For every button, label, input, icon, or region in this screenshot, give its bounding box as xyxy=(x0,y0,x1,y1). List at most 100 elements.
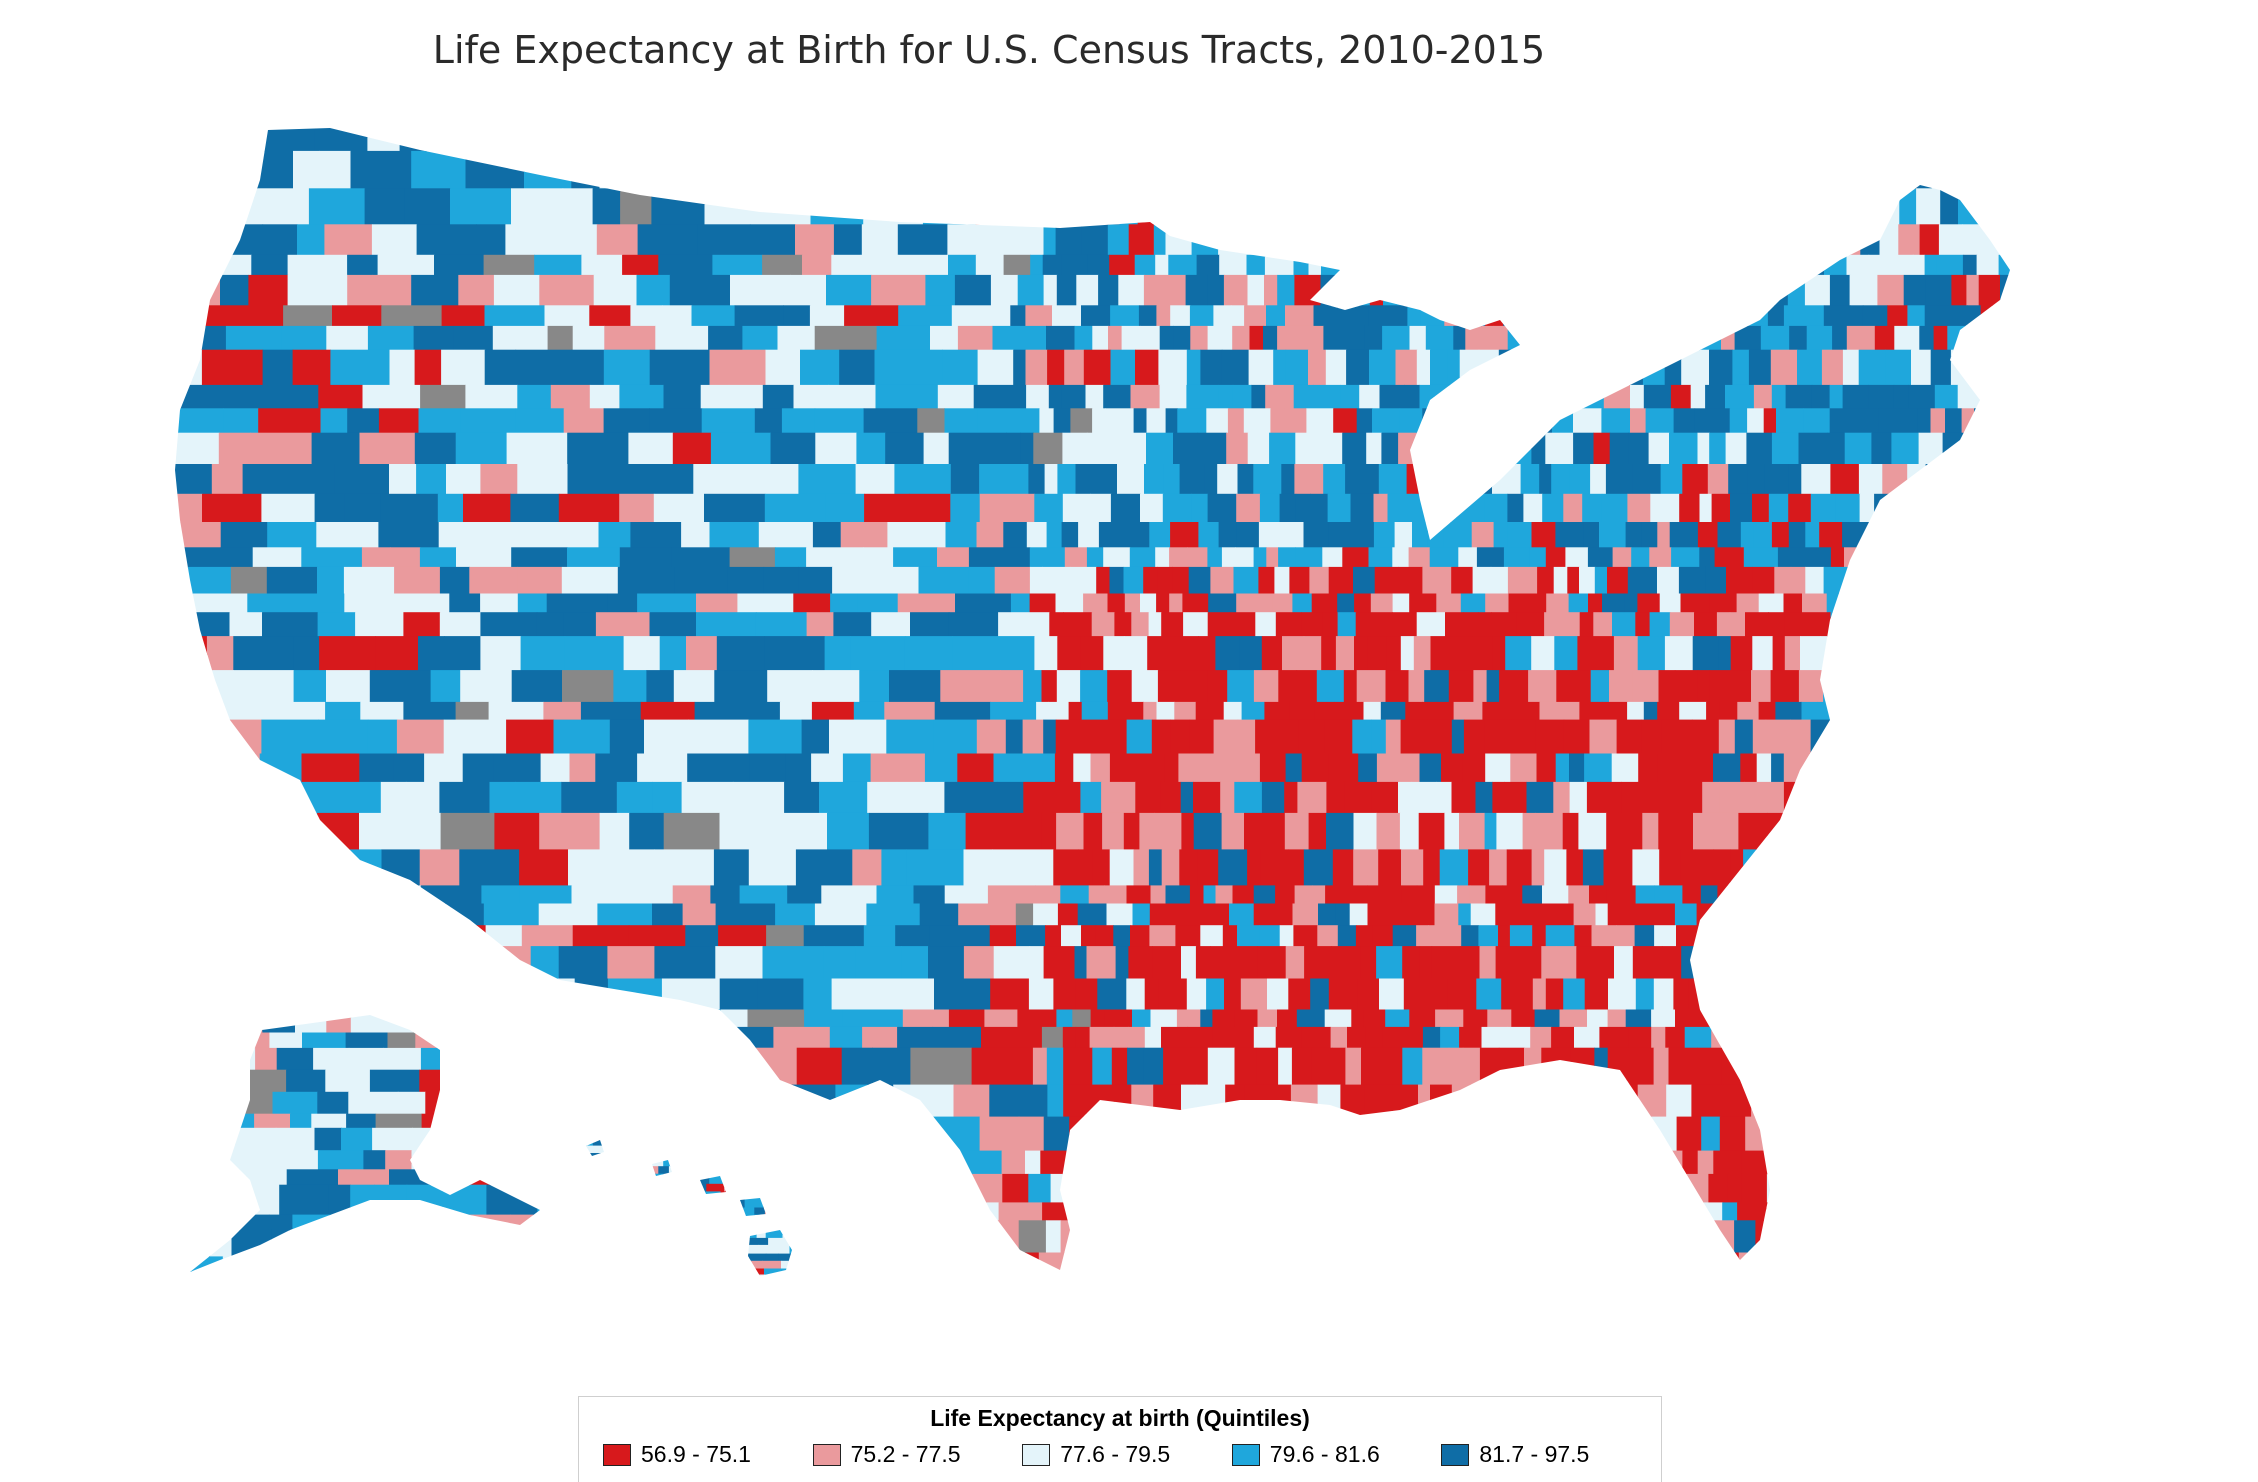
us-tract xyxy=(1109,849,1135,886)
hawaii-tract xyxy=(700,1253,713,1262)
us-tract xyxy=(1636,274,1649,306)
us-tract xyxy=(1566,384,1583,409)
us-tract xyxy=(1168,254,1198,276)
hawaii-tract xyxy=(714,1196,728,1209)
us-tract xyxy=(450,978,488,1010)
us-tract xyxy=(1648,432,1670,465)
alaska-tract xyxy=(463,1047,510,1071)
us-tract xyxy=(893,547,938,568)
us-tract xyxy=(1160,781,1182,814)
us-tract xyxy=(1102,150,1129,189)
us-tract xyxy=(1997,719,2010,755)
hawaii-tract xyxy=(791,1158,792,1167)
us-tract xyxy=(1627,701,1645,721)
us-tract xyxy=(1588,593,1603,613)
us-tract xyxy=(1984,547,2007,568)
us-tract xyxy=(1223,1202,1249,1221)
us-tract xyxy=(321,978,375,1010)
us-tract xyxy=(1493,325,1509,351)
us-tract xyxy=(1463,1009,1488,1028)
us-tract xyxy=(202,493,262,523)
us-tract xyxy=(1807,903,1835,926)
us-tract xyxy=(411,274,459,306)
us-tract xyxy=(1156,701,1175,721)
us-tract xyxy=(1966,885,1984,905)
us-tract xyxy=(864,493,910,523)
us-tract xyxy=(1739,1026,1753,1049)
us-tract xyxy=(1285,305,1315,327)
us-tract xyxy=(1475,464,1493,495)
us-tract xyxy=(728,384,764,409)
us-tract xyxy=(1525,254,1555,276)
us-tract xyxy=(1593,612,1613,637)
legend-label: 56.9 - 75.1 xyxy=(641,1441,751,1467)
us-tract xyxy=(262,224,298,256)
us-tract xyxy=(1925,274,1952,306)
hawaii-tract xyxy=(591,1196,602,1209)
us-tract xyxy=(1035,885,1061,905)
us-tract xyxy=(1634,925,1655,947)
us-tract xyxy=(1664,636,1694,671)
us-tract xyxy=(924,753,958,783)
us-tract xyxy=(1317,1220,1334,1254)
us-tract xyxy=(1544,612,1560,637)
us-tract xyxy=(1468,849,1490,886)
us-tract xyxy=(1039,408,1055,434)
us-tract xyxy=(1047,1084,1064,1118)
us-tract xyxy=(1836,753,1858,783)
us-tract xyxy=(616,781,653,814)
hawaii-tract xyxy=(609,1244,628,1255)
us-tract xyxy=(1705,384,1726,409)
us-tract xyxy=(793,593,831,613)
us-tract xyxy=(1354,593,1372,613)
us-tract xyxy=(917,408,946,434)
us-tract xyxy=(1428,925,1444,947)
us-tract xyxy=(1010,305,1026,327)
us-tract xyxy=(572,325,605,351)
us-tract xyxy=(1732,349,1750,386)
us-tract xyxy=(1933,1084,1958,1118)
hawaii-tract xyxy=(765,1191,774,1197)
us-tract xyxy=(1038,1252,1067,1270)
us-tract xyxy=(1743,305,1769,327)
hawaii-tract xyxy=(750,1268,765,1276)
us-tract xyxy=(818,1116,872,1152)
us-tract xyxy=(1459,946,1481,980)
us-tract xyxy=(281,325,327,351)
legend-label: 77.6 - 79.5 xyxy=(1060,1441,1171,1467)
us-tract xyxy=(1380,1252,1395,1270)
us-tract xyxy=(1337,612,1357,637)
us-tract xyxy=(1810,188,1831,225)
us-tract xyxy=(1444,812,1460,850)
us-tract xyxy=(1629,1173,1656,1203)
us-tract xyxy=(646,670,675,703)
us-tract xyxy=(1427,719,1453,755)
us-tract xyxy=(1290,1084,1319,1118)
us-tract xyxy=(1652,188,1676,225)
legend-title: Life Expectancy at birth (Quintiles) xyxy=(930,1405,1310,1431)
us-tract xyxy=(1158,349,1188,386)
us-tract xyxy=(1567,566,1580,595)
us-tract xyxy=(1965,547,1985,568)
us-tract xyxy=(1025,305,1053,327)
hawaii-tract xyxy=(598,1166,614,1175)
hawaii-tract xyxy=(646,1274,660,1276)
us-tract xyxy=(1180,1202,1209,1221)
hawaii-tract xyxy=(651,1268,667,1276)
us-tract xyxy=(715,946,764,980)
us-tract xyxy=(1725,432,1747,465)
hawaii-tract xyxy=(715,1153,727,1160)
us-tract xyxy=(1912,254,1926,276)
us-tract xyxy=(1396,1116,1417,1152)
us-tract xyxy=(1086,946,1117,980)
alaska-tract xyxy=(350,1184,375,1216)
us-tract xyxy=(1349,254,1364,276)
us-tract xyxy=(1420,305,1445,327)
us-tract xyxy=(1255,719,1283,755)
us-tract xyxy=(1903,701,1930,721)
us-tract xyxy=(1998,946,2010,980)
us-tract xyxy=(1974,978,1992,1010)
us-tract xyxy=(403,701,457,721)
us-tract xyxy=(993,946,1031,980)
us-tract xyxy=(696,612,757,637)
